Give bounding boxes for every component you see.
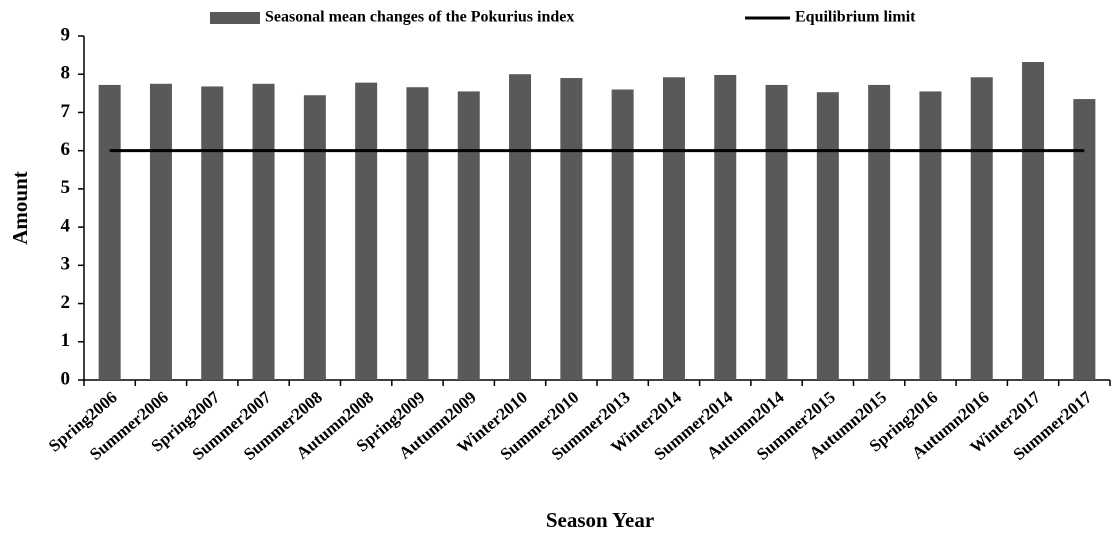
bar: [560, 78, 583, 381]
bar: [919, 91, 942, 380]
bar: [868, 84, 891, 381]
bar: [355, 82, 378, 381]
bar: [611, 89, 634, 380]
bar: [816, 92, 839, 380]
bar: [1022, 61, 1045, 380]
bar: [252, 83, 275, 381]
y-tick-label: 2: [61, 292, 71, 313]
bar: [98, 84, 121, 381]
bar: [457, 91, 480, 380]
y-axis-title: Amount: [8, 171, 32, 245]
bar: [201, 86, 224, 380]
y-tick-label: 0: [61, 368, 71, 389]
legend-label: Equilibrium limit: [795, 9, 916, 26]
bar: [714, 74, 737, 380]
bar: [765, 84, 788, 381]
bar: [303, 95, 326, 380]
bar: [662, 77, 685, 380]
y-tick-label: 5: [61, 177, 71, 198]
bar: [970, 77, 993, 380]
y-tick-label: 7: [61, 101, 71, 122]
y-tick-label: 1: [61, 330, 71, 351]
y-tick-label: 8: [61, 63, 71, 84]
bar: [406, 87, 429, 381]
bar: [1073, 99, 1096, 381]
legend-swatch: [210, 12, 260, 24]
y-tick-label: 9: [61, 24, 71, 45]
y-tick-label: 3: [61, 254, 71, 275]
y-tick-label: 6: [61, 139, 71, 160]
legend-label: Seasonal mean changes of the Pokurius in…: [265, 9, 574, 26]
bar: [509, 74, 532, 380]
x-axis-title: Season Year: [546, 508, 654, 532]
bar: [149, 83, 172, 381]
y-tick-label: 4: [61, 215, 71, 236]
